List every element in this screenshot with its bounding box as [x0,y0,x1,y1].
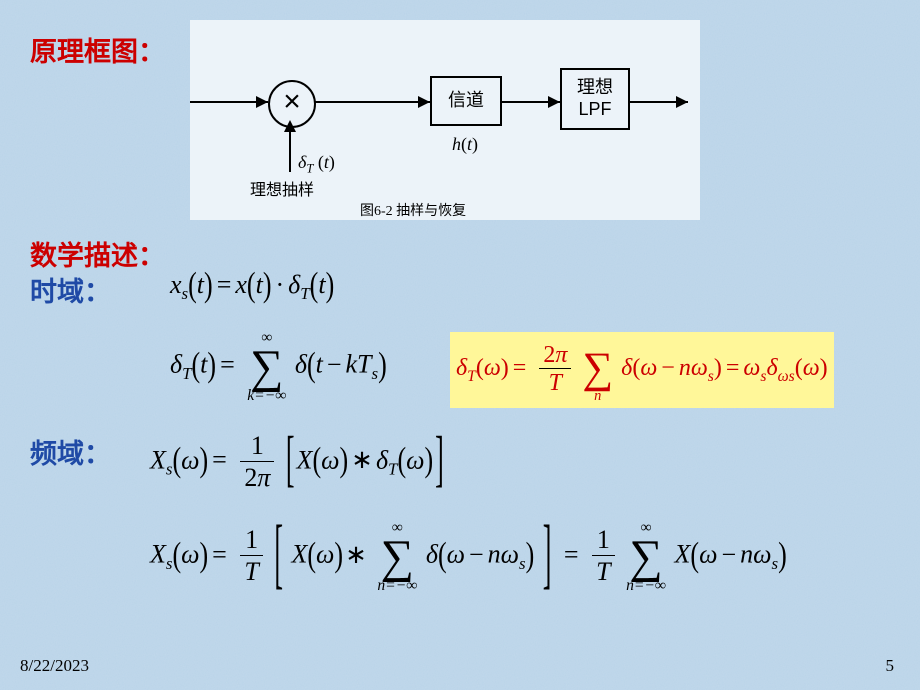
heading-freq-domain: 频域： [30,432,111,471]
lpf-box: 理想 LPF [560,68,630,130]
formula-time-1: xs(t)=x(t)·δT(t) [170,270,334,304]
formula-freq-2: Xs(ω)= 1T [ X(ω)∗ ∞∑n=−∞ δ(ω−nωs) ] = 1T… [150,520,787,593]
page-number: 5 [886,656,895,676]
formula-delta-freq: δT(ω)= 2πT ∑n δ(ω−nωs)=ωsδωs(ω) [456,355,828,381]
formula-delta-freq-highlight: δT(ω)= 2πT ∑n δ(ω−nωs)=ωsδωs(ω) [450,332,834,408]
delta-t-label: δT (t) [298,152,335,177]
footer-date: 8/22/2023 [20,656,89,676]
heading-math-desc: 数学描述： [30,234,165,273]
channel-label: 信道 [448,90,484,112]
ideal-sampler-label: 理想抽样 [250,176,314,200]
channel-box: 信道 [430,76,502,126]
block-diagram: × 信道 理想 LPF δT (t) 理想抽样 h(t) 图6-2 抽样与恢复 [190,20,700,220]
figure-caption: 图6-2 抽样与恢复 [360,200,466,220]
ht-label: h(t) [452,134,478,155]
formula-time-2: δT(t)= ∞∑k=−∞ δ(t−kTs) [170,330,387,403]
heading-block-diagram: 原理框图： [30,30,165,69]
formula-freq-1: Xs(ω)= 12π [X(ω)∗δT(ω)] [150,432,446,493]
lpf-label-2: LPF [578,99,611,121]
lpf-label-1: 理想 [577,77,613,99]
heading-time-domain: 时域： [30,270,111,309]
